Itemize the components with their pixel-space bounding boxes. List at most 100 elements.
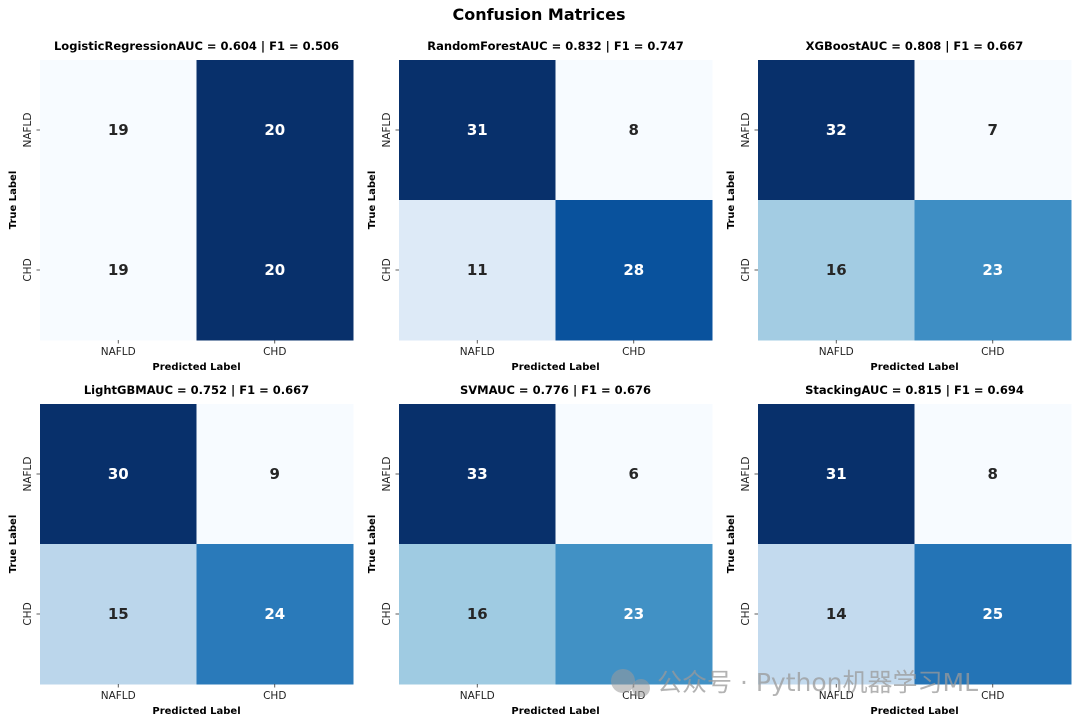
panel-title: RandomForestAUC = 0.832 | F1 = 0.747: [427, 39, 683, 53]
y-tick-label: NAFLD: [22, 112, 34, 147]
y-axis-label: True Label: [8, 171, 19, 230]
panel-title: StackingAUC = 0.815 | F1 = 0.694: [805, 383, 1024, 397]
x-axis-label: Predicted Label: [152, 362, 240, 373]
heatmap-panel: LogisticRegressionAUC = 0.604 | F1 = 0.5…: [8, 39, 354, 373]
cell-value: 19: [108, 261, 129, 279]
heatmap-panel: XGBoostAUC = 0.808 | F1 = 0.667 32 7 16 23 NA…: [726, 39, 1072, 373]
x-axis-label: Predicted Label: [152, 706, 240, 717]
cell-value: 16: [826, 261, 847, 279]
x-tick-label: NAFLD: [101, 346, 136, 358]
heatmap-panel: SVMAUC = 0.776 | F1 = 0.676 33 6 16 23 NAFLD C…: [367, 383, 713, 717]
heatmap-panel: LightGBMAUC = 0.752 | F1 = 0.667 30 9 15 24 N…: [8, 383, 354, 717]
cell-value: 6: [629, 465, 639, 483]
cell-value: 23: [982, 261, 1003, 279]
y-tick-label: NAFLD: [22, 456, 34, 491]
heatmap-cell: [40, 200, 197, 341]
cell-value: 14: [826, 605, 847, 623]
heatmap-cell: [555, 200, 713, 341]
heatmap-cell: [555, 544, 713, 685]
x-tick-label: CHD: [263, 690, 286, 702]
cell-value: 16: [467, 605, 488, 623]
heatmap-cell: [399, 200, 556, 341]
heatmap-panel: StackingAUC = 0.815 | F1 = 0.694 31 8 14 25 N…: [726, 383, 1072, 717]
heatmap-cell: [758, 200, 915, 341]
cell-value: 19: [108, 121, 129, 139]
heatmap-cell: [40, 60, 197, 201]
heatmap-cell: [914, 60, 1072, 201]
panel-title: LightGBMAUC = 0.752 | F1 = 0.667: [84, 383, 309, 397]
heatmap-cell: [914, 544, 1072, 685]
cell-value: 15: [108, 605, 129, 623]
x-axis-label: Predicted Label: [511, 362, 599, 373]
cell-value: 33: [467, 465, 488, 483]
y-tick-label: NAFLD: [740, 112, 752, 147]
heatmap-cell: [758, 404, 915, 545]
heatmap-cell: [196, 200, 354, 341]
y-tick-label: CHD: [381, 258, 393, 281]
heatmap-cell: [758, 544, 915, 685]
y-tick-label: NAFLD: [381, 112, 393, 147]
y-axis-label: True Label: [8, 515, 19, 574]
watermark: 公众号 · Python机器学习ML: [611, 668, 978, 697]
x-tick-label: NAFLD: [101, 690, 136, 702]
heatmap-panel: RandomForestAUC = 0.832 | F1 = 0.747 31 8 1…: [367, 39, 713, 373]
heatmap-panels: LogisticRegressionAUC = 0.604 | F1 = 0.5…: [8, 39, 1072, 717]
cell-value: 7: [988, 121, 998, 139]
y-axis-label: True Label: [726, 171, 737, 230]
heatmap-cell: [40, 404, 197, 545]
cell-value: 20: [264, 121, 285, 139]
x-tick-label: CHD: [622, 346, 645, 358]
y-tick-label: CHD: [740, 258, 752, 281]
x-tick-label: NAFLD: [819, 690, 854, 702]
watermark-text: 公众号 · Python机器学习ML: [657, 668, 978, 697]
x-tick-label: CHD: [981, 690, 1004, 702]
y-tick-label: NAFLD: [740, 456, 752, 491]
cell-value: 31: [467, 121, 488, 139]
panel-title: SVMAUC = 0.776 | F1 = 0.676: [460, 383, 651, 397]
y-axis-label: True Label: [367, 171, 378, 230]
heatmap-cell: [399, 60, 556, 201]
x-axis-label: Predicted Label: [511, 706, 599, 717]
y-tick-label: CHD: [22, 602, 34, 625]
heatmap-cell: [399, 404, 556, 545]
cell-value: 25: [982, 605, 1003, 623]
heatmap-cell: [914, 404, 1072, 545]
heatmap-cell: [196, 544, 354, 685]
cell-value: 9: [270, 465, 280, 483]
cell-value: 23: [623, 605, 644, 623]
x-tick-label: NAFLD: [460, 690, 495, 702]
x-axis-label: Predicted Label: [870, 706, 958, 717]
heatmap-cell: [196, 404, 354, 545]
heatmap-cell: [914, 200, 1072, 341]
cell-value: 20: [264, 261, 285, 279]
x-tick-label: CHD: [263, 346, 286, 358]
cell-value: 31: [826, 465, 847, 483]
cell-value: 28: [623, 261, 644, 279]
wechat-icon: [611, 669, 650, 697]
x-tick-label: NAFLD: [819, 346, 854, 358]
y-tick-label: CHD: [381, 602, 393, 625]
heatmap-cell: [758, 60, 915, 201]
panel-title: XGBoostAUC = 0.808 | F1 = 0.667: [806, 39, 1024, 53]
y-axis-label: True Label: [367, 515, 378, 574]
y-tick-label: NAFLD: [381, 456, 393, 491]
heatmap-cell: [555, 404, 713, 545]
cell-value: 8: [988, 465, 998, 483]
y-tick-label: CHD: [22, 258, 34, 281]
y-tick-label: CHD: [740, 602, 752, 625]
x-tick-label: NAFLD: [460, 346, 495, 358]
x-axis-label: Predicted Label: [870, 362, 958, 373]
heatmap-cell: [40, 544, 197, 685]
cell-value: 32: [826, 121, 847, 139]
heatmap-cell: [399, 544, 556, 685]
figure-title: Confusion Matrices: [452, 5, 625, 24]
cell-value: 24: [264, 605, 285, 623]
panel-title: LogisticRegressionAUC = 0.604 | F1 = 0.5…: [54, 39, 339, 53]
x-tick-label: CHD: [981, 346, 1004, 358]
heatmap-cell: [555, 60, 713, 201]
cell-value: 11: [467, 261, 488, 279]
heatmap-cell: [196, 60, 354, 201]
cell-value: 30: [108, 465, 129, 483]
cell-value: 8: [629, 121, 639, 139]
